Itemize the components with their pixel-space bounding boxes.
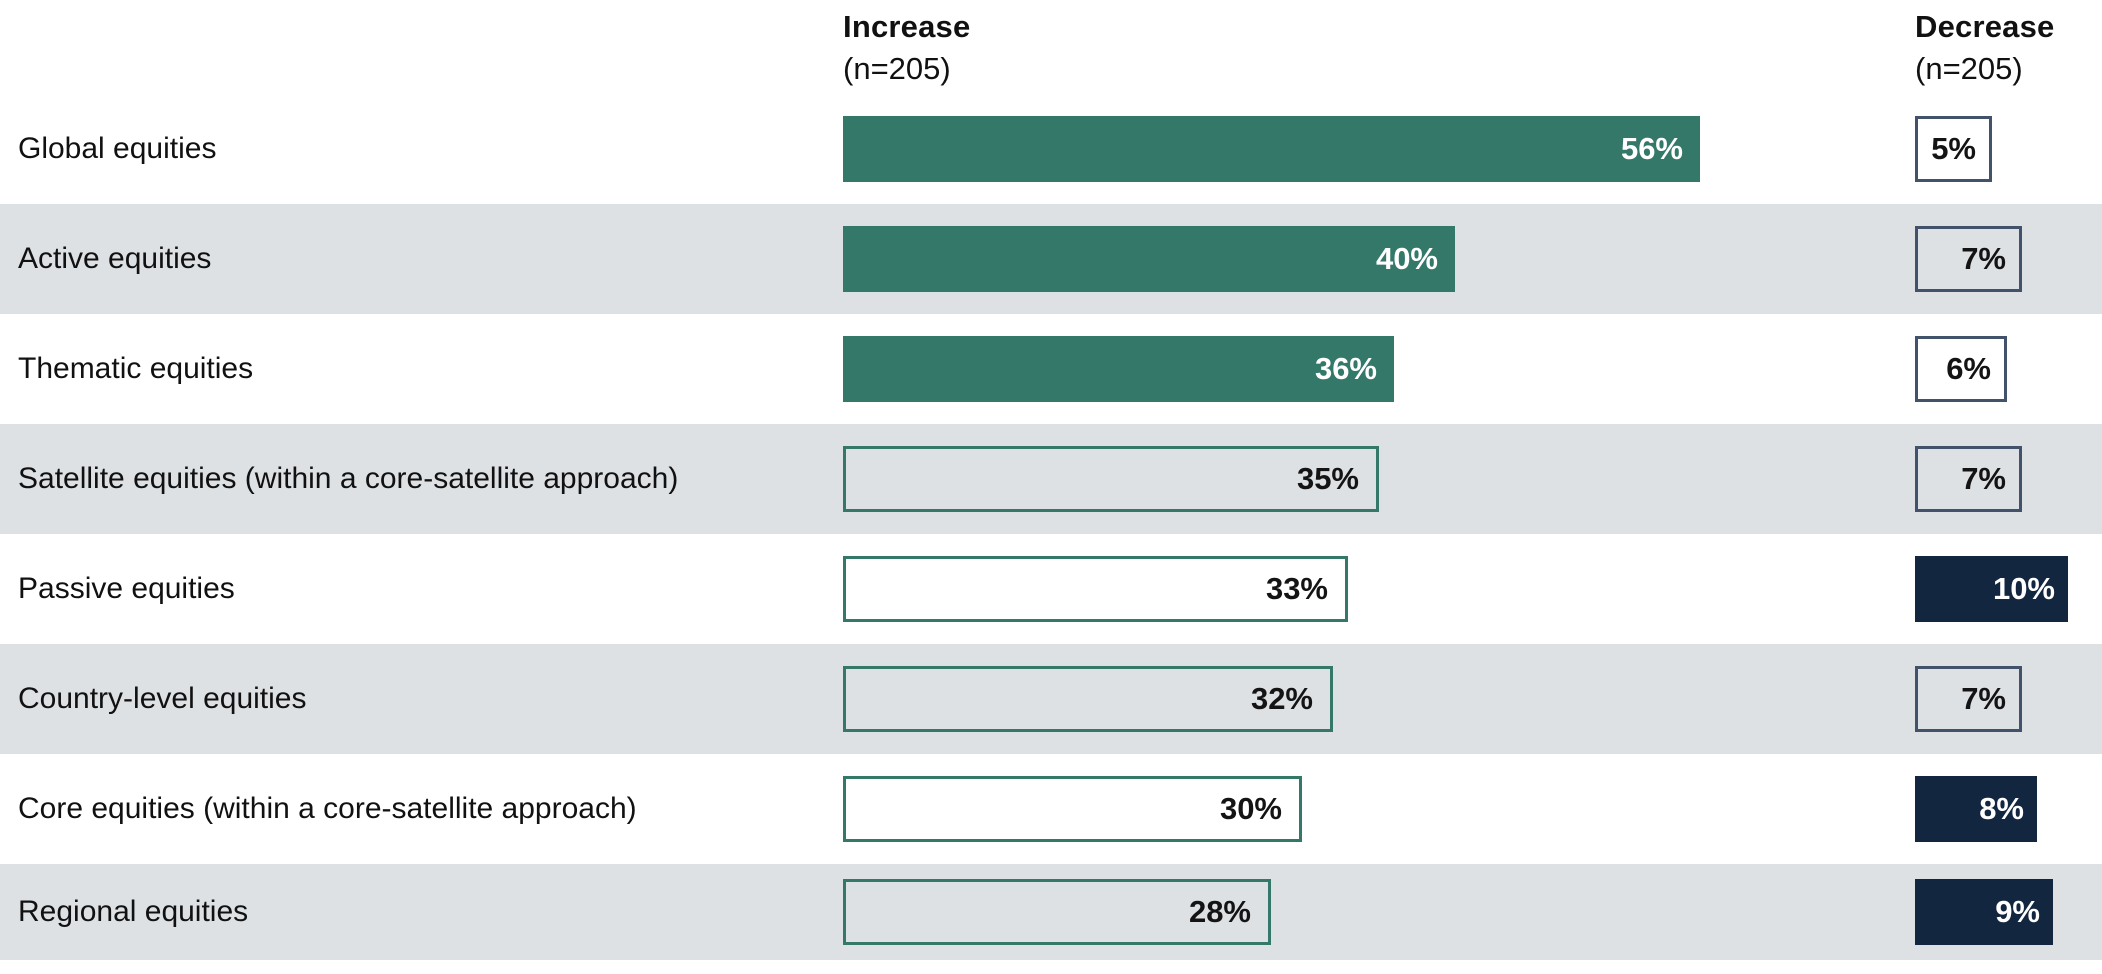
category-label: Active equities xyxy=(18,242,212,275)
decrease-title: Decrease xyxy=(1915,9,2055,44)
increase-bar: 33% xyxy=(843,556,1348,622)
decrease-box: 9% xyxy=(1915,879,2053,945)
table-row: Country-level equities 32% 7% xyxy=(0,644,2102,754)
category-label: Thematic equities xyxy=(18,352,254,385)
increase-cell: 28% xyxy=(843,879,1915,945)
increase-title: Increase xyxy=(843,9,971,44)
increase-bar: 30% xyxy=(843,776,1302,842)
category-label: Global equities xyxy=(18,132,217,165)
category-label: Regional equities xyxy=(18,895,249,928)
table-row: Passive equities 33% 10% xyxy=(0,534,2102,644)
table-row: Global equities 56% 5% xyxy=(0,94,2102,204)
increase-cell: 32% xyxy=(843,666,1915,732)
category-label: Passive equities xyxy=(18,572,235,605)
decrease-cell: 8% xyxy=(1915,776,2102,842)
bottom-gap xyxy=(0,960,2102,974)
category-label: Core equities (within a core-satellite a… xyxy=(18,792,637,825)
increase-bar: 56% xyxy=(843,116,1700,182)
table-row: Regional equities 28% 9% xyxy=(0,864,2102,960)
decrease-cell: 9% xyxy=(1915,879,2102,945)
increase-bar: 36% xyxy=(843,336,1394,402)
decrease-cell: 6% xyxy=(1915,336,2102,402)
decrease-box: 7% xyxy=(1915,226,2022,292)
increase-cell: 30% xyxy=(843,776,1915,842)
decrease-cell: 7% xyxy=(1915,226,2102,292)
table-row: Active equities 40% 7% xyxy=(0,204,2102,314)
table-row: Satellite equities (within a core-satell… xyxy=(0,424,2102,534)
decrease-cell: 7% xyxy=(1915,446,2102,512)
decrease-box: 8% xyxy=(1915,776,2037,842)
chart-rows: Global equities 56% 5% Active equities 4… xyxy=(0,94,2102,960)
decrease-box: 6% xyxy=(1915,336,2007,402)
increase-bar: 40% xyxy=(843,226,1455,292)
increase-cell: 35% xyxy=(843,446,1915,512)
category-label: Country-level equities xyxy=(18,682,307,715)
decrease-box: 7% xyxy=(1915,666,2022,732)
chart-header: Increase (n=205) Decrease (n=205) xyxy=(0,0,2102,94)
decrease-box: 10% xyxy=(1915,556,2068,622)
increase-cell: 36% xyxy=(843,336,1915,402)
increase-bar: 28% xyxy=(843,879,1271,945)
increase-header: Increase (n=205) xyxy=(843,0,1915,90)
decrease-header: Decrease (n=205) xyxy=(1915,0,2102,90)
table-row: Thematic equities 36% 6% xyxy=(0,314,2102,424)
category-label: Satellite equities (within a core-satell… xyxy=(18,462,679,495)
decrease-box: 5% xyxy=(1915,116,1992,182)
increase-cell: 33% xyxy=(843,556,1915,622)
increase-sample-size: (n=205) xyxy=(843,51,951,86)
increase-bar: 32% xyxy=(843,666,1333,732)
increase-cell: 56% xyxy=(843,116,1915,182)
decrease-sample-size: (n=205) xyxy=(1915,51,2023,86)
decrease-cell: 7% xyxy=(1915,666,2102,732)
decrease-box: 7% xyxy=(1915,446,2022,512)
increase-cell: 40% xyxy=(843,226,1915,292)
decrease-cell: 10% xyxy=(1915,556,2102,622)
increase-bar: 35% xyxy=(843,446,1379,512)
decrease-cell: 5% xyxy=(1915,116,2102,182)
table-row: Core equities (within a core-satellite a… xyxy=(0,754,2102,864)
